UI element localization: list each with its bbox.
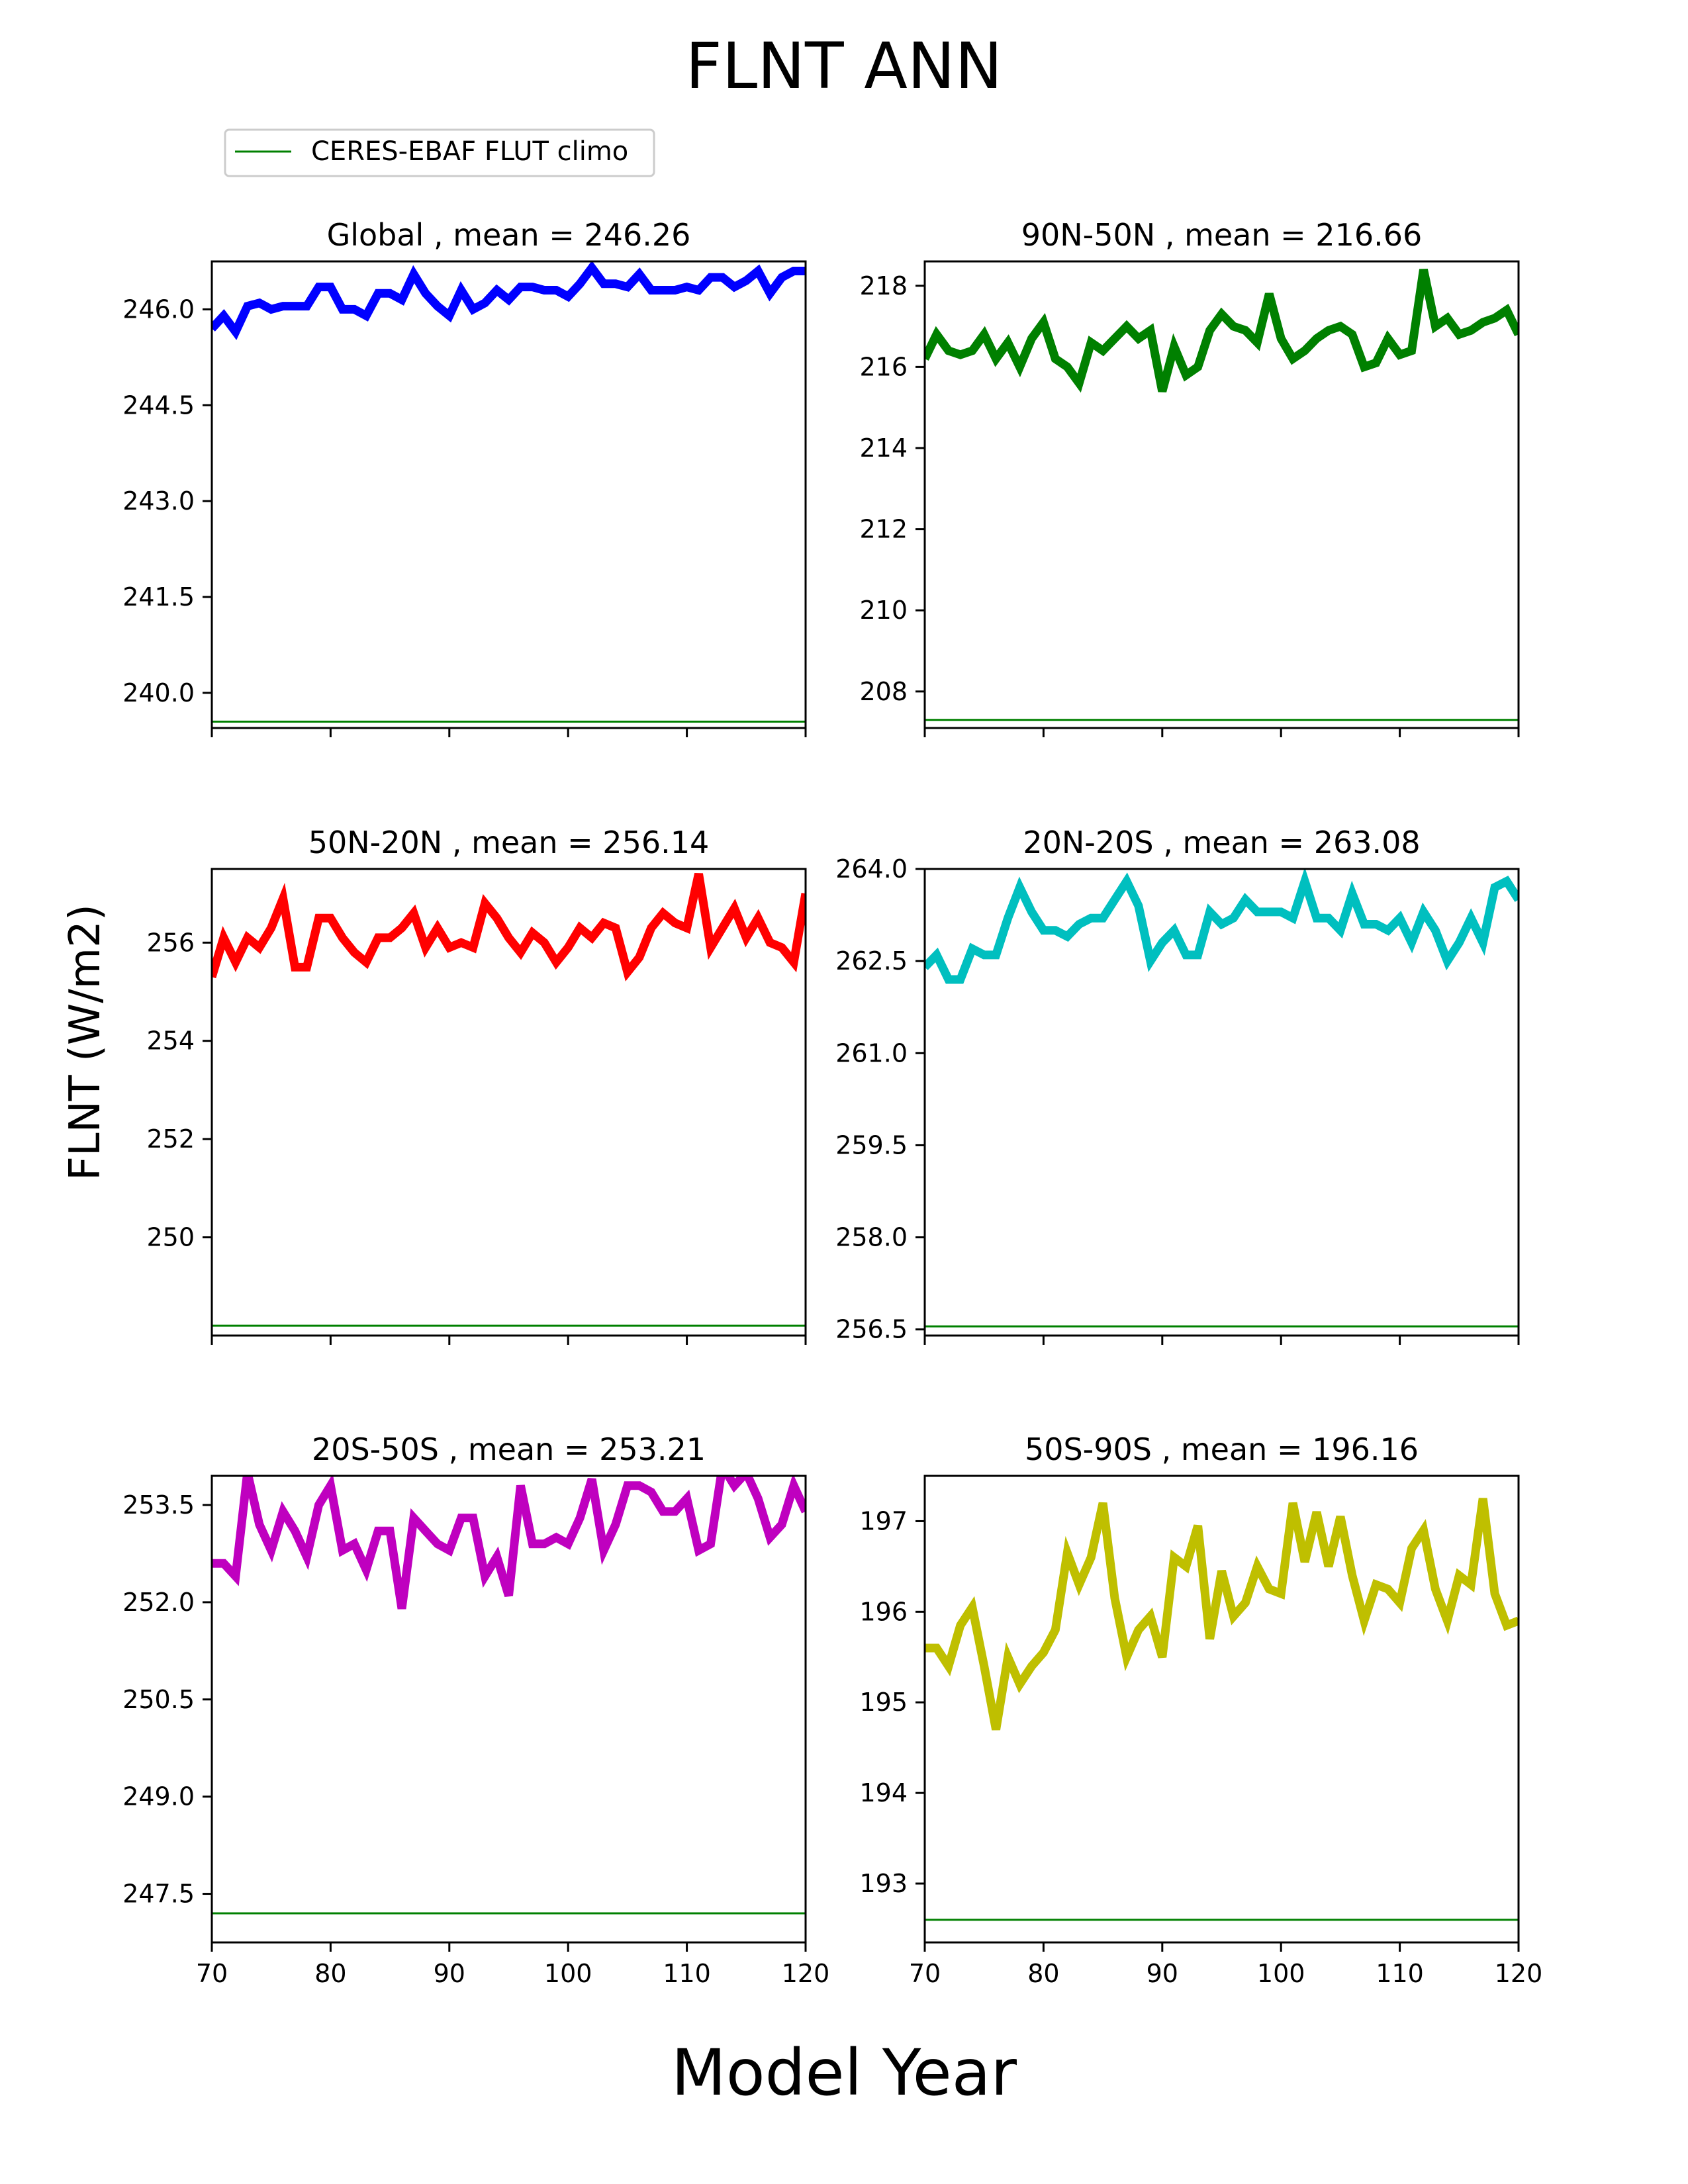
x-tick-label: 90 (1147, 1959, 1178, 1988)
legend-frame (224, 128, 655, 177)
y-tick-label: 240.0 (122, 678, 195, 707)
legend-label: CERES-EBAF FLUT climo (311, 136, 628, 167)
y-tick-label: 250 (146, 1223, 195, 1252)
y-tick-label: 247.5 (122, 1880, 195, 1909)
x-tick-label: 70 (196, 1959, 228, 1988)
x-tick-label: 120 (1495, 1959, 1543, 1988)
y-tick-label: 252.0 (122, 1588, 195, 1617)
series-line (212, 261, 806, 340)
y-tick-label: 195 (859, 1688, 908, 1717)
y-tick-label: 261.0 (835, 1038, 908, 1068)
axes-frame (211, 1475, 807, 1944)
series-line (925, 268, 1519, 393)
subplot-5: 50S-90S , mean = 196.16 193 194 195 196 197 70… (859, 1432, 1542, 1988)
y-tick-label: 256 (146, 928, 195, 957)
subplot-1: 90N-50N , mean = 216.66 208 210 212 214 216 21… (859, 217, 1520, 737)
subplot-title: 20S-50S , mean = 253.21 (312, 1432, 706, 1467)
y-tick-label: 264.0 (835, 854, 908, 884)
x-tick-label: 120 (782, 1959, 830, 1988)
series-line (925, 869, 1519, 984)
subplot-0: Global , mean = 246.26 240.0 241.5 243.0 244… (122, 217, 807, 737)
y-tick-label: 194 (859, 1778, 908, 1807)
y-tick-label: 243.0 (122, 486, 195, 516)
subplot-title: 50S-90S , mean = 196.16 (1025, 1432, 1419, 1467)
y-axis-label: FLNT (W/m2) (61, 904, 110, 1181)
series-line (212, 873, 806, 981)
y-tick-label: 252 (146, 1124, 195, 1154)
y-tick-label: 244.5 (122, 390, 195, 420)
x-tick-label: 110 (663, 1959, 711, 1988)
x-tick-label: 80 (314, 1959, 346, 1988)
subplot-2: 50N-20N , mean = 256.14 250 252 254 256 (146, 825, 807, 1345)
x-tick-label: 100 (1257, 1959, 1305, 1988)
subplot-title: 90N-50N , mean = 216.66 (1021, 217, 1423, 253)
axes-frame (923, 260, 1520, 729)
y-tick-label: 216 (859, 352, 908, 381)
x-tick-label: 70 (909, 1959, 941, 1988)
y-tick-label: 262.5 (835, 946, 908, 976)
y-tick-label: 254 (146, 1026, 195, 1056)
y-tick-label: 210 (859, 596, 908, 625)
y-tick-label: 256.5 (835, 1315, 908, 1344)
y-tick-label: 196 (859, 1597, 908, 1626)
x-tick-label: 90 (434, 1959, 465, 1988)
y-tick-label: 197 (859, 1506, 908, 1535)
x-tick-label: 80 (1027, 1959, 1059, 1988)
y-tick-label: 193 (859, 1869, 908, 1898)
figure-title: FLNT ANN (686, 29, 1003, 103)
subplot-title: 50N-20N , mean = 256.14 (308, 825, 710, 860)
x-tick-label: 100 (544, 1959, 592, 1988)
subplot-3: 20N-20S , mean = 263.08 256.5 258.0 259.5 26… (835, 825, 1520, 1345)
y-tick-label: 208 (859, 677, 908, 706)
y-tick-label: 253.5 (122, 1490, 195, 1520)
y-tick-label: 250.5 (122, 1685, 195, 1714)
x-tick-label: 110 (1376, 1959, 1424, 1988)
x-axis-label: Model Year (671, 2036, 1017, 2110)
subplot-title: Global , mean = 246.26 (327, 217, 691, 253)
axes-frame (211, 868, 807, 1337)
axes-frame (211, 260, 807, 729)
series-line (925, 1498, 1519, 1731)
y-tick-label: 259.5 (835, 1130, 908, 1160)
axes-frame (923, 1475, 1520, 1944)
series-line (212, 1476, 806, 1610)
axes-frame (923, 868, 1520, 1337)
subplot-grid: Global , mean = 246.26 240.0 241.5 243.0 244… (122, 217, 1542, 1988)
y-tick-label: 246.0 (122, 295, 195, 324)
y-tick-label: 249.0 (122, 1782, 195, 1811)
legend: CERES-EBAF FLUT climo (224, 128, 655, 177)
y-tick-label: 241.5 (122, 582, 195, 612)
y-tick-label: 258.0 (835, 1223, 908, 1252)
y-tick-label: 214 (859, 433, 908, 463)
y-tick-label: 218 (859, 271, 908, 300)
subplot-4: 20S-50S , mean = 253.21 247.5 249.0 250.5 25… (122, 1432, 829, 1988)
subplot-title: 20N-20S , mean = 263.08 (1023, 825, 1420, 860)
y-tick-label: 212 (859, 515, 908, 544)
